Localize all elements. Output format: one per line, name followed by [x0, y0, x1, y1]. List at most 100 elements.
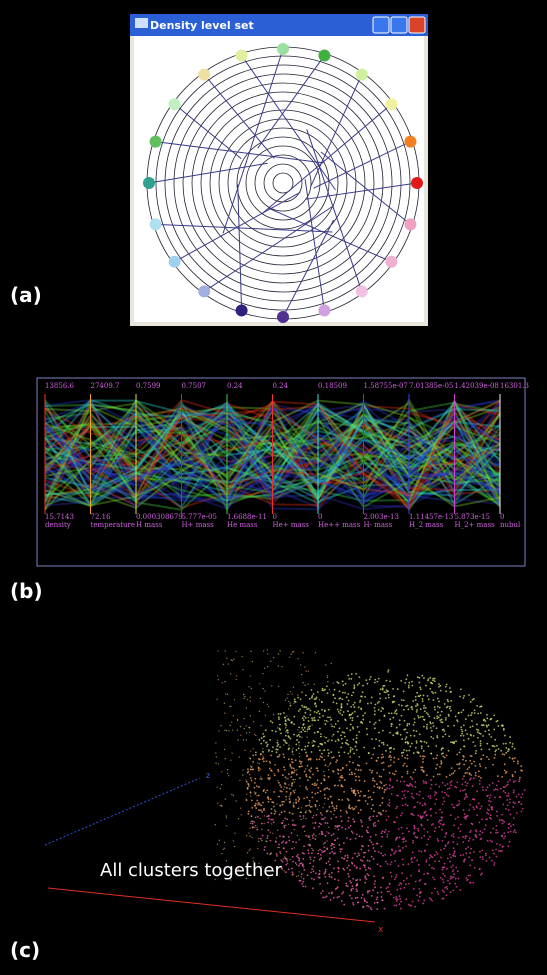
point — [502, 727, 505, 730]
point — [449, 781, 452, 784]
point — [347, 674, 350, 677]
point — [491, 806, 494, 809]
point — [369, 675, 372, 678]
point — [378, 692, 381, 695]
point — [221, 853, 223, 855]
point — [382, 756, 385, 758]
point — [416, 709, 418, 711]
point — [407, 708, 410, 711]
point — [472, 838, 475, 841]
point — [333, 725, 336, 728]
point — [439, 765, 441, 768]
node — [355, 285, 368, 298]
point — [414, 699, 417, 701]
point — [353, 820, 356, 823]
point — [412, 839, 414, 842]
point — [289, 763, 292, 766]
point — [280, 859, 283, 862]
axis-top-label: 0.7507 — [182, 382, 207, 390]
point — [478, 783, 481, 785]
point — [418, 790, 421, 793]
point — [333, 809, 336, 812]
point — [381, 687, 384, 690]
axis-name: He mass — [227, 521, 258, 529]
point — [348, 714, 351, 717]
point — [267, 705, 270, 708]
point — [504, 835, 507, 838]
point — [440, 819, 443, 822]
point — [430, 855, 433, 858]
point — [269, 853, 271, 856]
branch — [310, 74, 363, 188]
point — [387, 886, 389, 889]
point — [507, 831, 510, 834]
point — [302, 866, 305, 868]
point — [289, 656, 291, 659]
point — [315, 784, 318, 786]
point — [503, 837, 505, 840]
point — [427, 713, 430, 716]
point — [401, 838, 404, 841]
point — [357, 812, 360, 814]
point — [350, 694, 353, 697]
point — [469, 759, 472, 762]
point — [394, 839, 397, 841]
point — [270, 660, 272, 662]
point — [323, 710, 326, 713]
point — [479, 712, 482, 714]
point — [484, 854, 487, 857]
point — [224, 729, 226, 731]
point — [441, 889, 444, 892]
point — [374, 703, 377, 706]
point — [399, 733, 402, 736]
point — [400, 900, 402, 903]
point — [331, 843, 334, 846]
point — [381, 706, 384, 709]
point — [291, 823, 294, 826]
point — [305, 785, 307, 788]
point — [352, 903, 355, 906]
maximize-button[interactable] — [390, 16, 408, 34]
point — [475, 728, 478, 731]
point — [345, 882, 348, 885]
point — [303, 726, 306, 729]
point — [414, 746, 417, 749]
point — [405, 678, 408, 681]
point — [246, 862, 249, 864]
point — [318, 872, 321, 875]
point — [273, 809, 276, 811]
branch — [222, 48, 284, 234]
x-axis — [47, 887, 376, 923]
point — [325, 685, 328, 688]
point — [397, 864, 400, 867]
point — [285, 858, 287, 860]
point — [262, 751, 264, 753]
point — [313, 856, 316, 859]
point — [270, 818, 273, 821]
point — [501, 775, 504, 778]
point — [406, 722, 409, 725]
point — [327, 832, 330, 835]
point — [379, 688, 382, 691]
minimize-button[interactable] — [372, 16, 390, 34]
point — [269, 798, 272, 801]
point — [306, 730, 308, 733]
point — [264, 846, 266, 848]
point — [486, 808, 489, 811]
close-button[interactable] — [408, 16, 426, 34]
point — [471, 798, 474, 801]
point — [424, 882, 427, 885]
point — [431, 899, 433, 902]
axis-name: nubul — [500, 521, 521, 529]
point — [283, 836, 285, 838]
point — [418, 794, 421, 796]
point — [321, 813, 323, 816]
point — [313, 731, 316, 734]
point — [433, 830, 436, 833]
point — [336, 896, 339, 899]
point — [245, 798, 247, 801]
point — [441, 828, 443, 831]
point — [298, 756, 301, 758]
point — [411, 792, 413, 795]
point — [423, 725, 425, 728]
